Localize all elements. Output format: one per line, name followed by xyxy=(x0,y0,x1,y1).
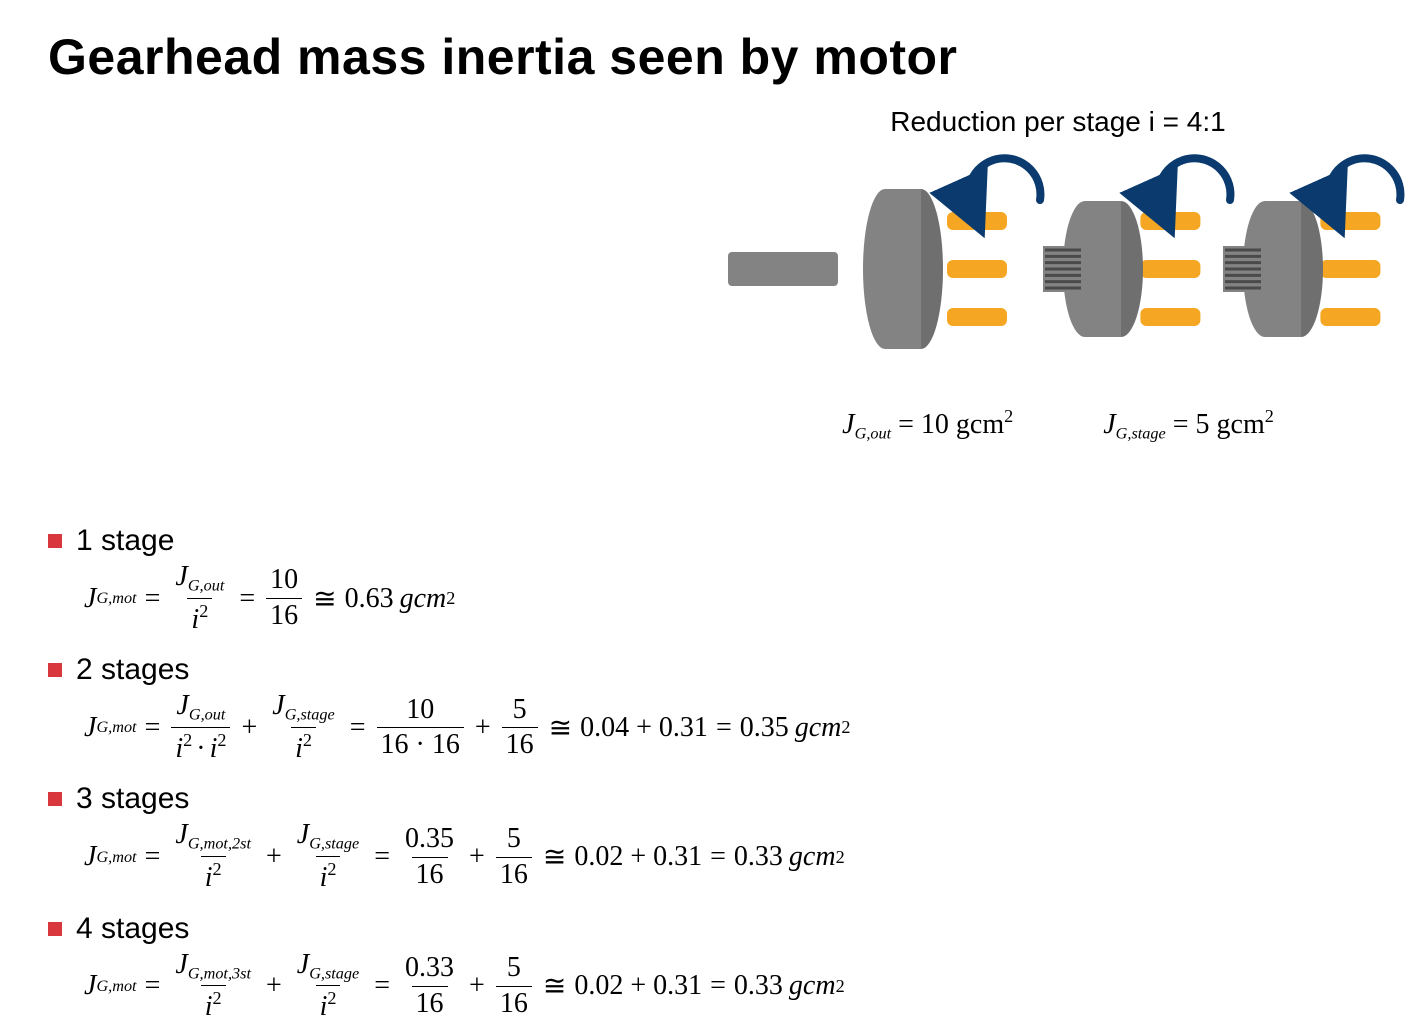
stage-3-block: 3 stages JG,mot = JG,mot,2st i2 + JG,sta… xyxy=(48,782,1382,893)
label-j-g-stage: JG,stage = 5 gcm2 xyxy=(1103,406,1274,444)
bullet-icon xyxy=(48,792,62,806)
slide-root: Gearhead mass inertia seen by motor Redu… xyxy=(0,0,1422,946)
stage-1-equation: JG,mot = JG,out i2 = 10 16 ≅ 0.63 gcm2 xyxy=(84,562,1382,635)
stage-3-equation: JG,mot = JG,mot,2st i2 + JG,stage i2 = 0… xyxy=(84,820,1382,893)
reduction-caption: Reduction per stage i = 4:1 xyxy=(708,106,1408,138)
stage-1-heading: 1 stage xyxy=(48,524,1382,558)
diagram-labels: JG,out = 10 gcm2 JG,stage = 5 gcm2 xyxy=(708,406,1408,444)
gearhead-diagram: JG,out = 10 gcm2 JG,stage = 5 gcm2 xyxy=(708,144,1408,394)
stage-2-heading: 2 stages xyxy=(48,653,1382,687)
label-j-g-out: JG,out = 10 gcm2 xyxy=(842,406,1013,444)
stage-1-block: 1 stage JG,mot = JG,out i2 = 10 16 ≅ 0.6… xyxy=(48,524,1382,635)
stage-4-block: 4 stages JG,mot = JG,mot,3st i2 + JG,sta… xyxy=(48,912,1382,1023)
gearhead-svg xyxy=(708,144,1408,394)
stage-2-block: 2 stages JG,mot = JG,out i2·i2 + JG,stag… xyxy=(48,653,1382,764)
stage-2-equation: JG,mot = JG,out i2·i2 + JG,stage i2 = 10… xyxy=(84,691,1382,764)
bullet-icon xyxy=(48,534,62,548)
bullet-icon xyxy=(48,663,62,677)
top-area: Reduction per stage i = 4:1 JG,out = 10 … xyxy=(48,106,1382,394)
stage-4-heading: 4 stages xyxy=(48,912,1382,946)
slide-title: Gearhead mass inertia seen by motor xyxy=(48,28,1382,86)
bullet-icon xyxy=(48,922,62,936)
stage-4-equation: JG,mot = JG,mot,3st i2 + JG,stage i2 = 0… xyxy=(84,950,1382,1023)
diagram-column: Reduction per stage i = 4:1 JG,out = 10 … xyxy=(708,106,1408,394)
stage-3-heading: 3 stages xyxy=(48,782,1382,816)
